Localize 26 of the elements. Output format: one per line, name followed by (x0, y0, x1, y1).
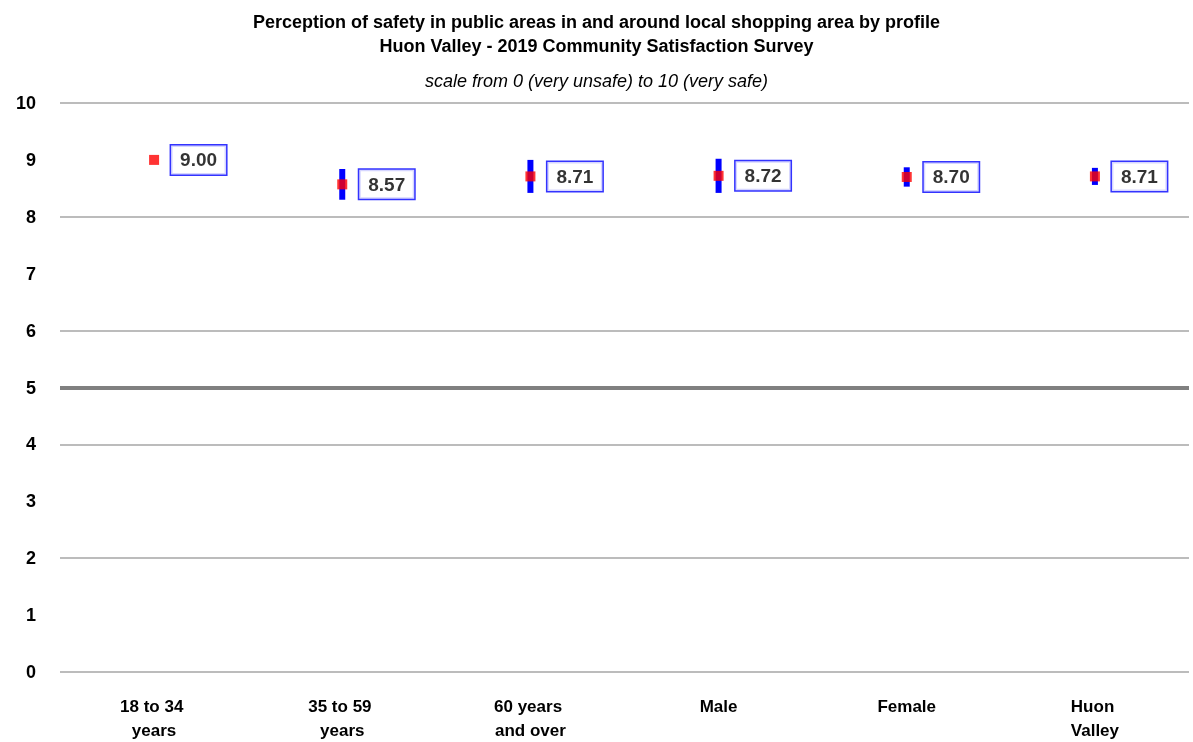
y-tick-label: 10 (15, 93, 36, 113)
y-tick-label: 3 (25, 491, 36, 512)
data-label: 9.00 (180, 149, 218, 171)
y-tick-label: 2 (25, 548, 36, 569)
y-tick-label: 5 (25, 377, 36, 398)
y-tick-label: 0 (25, 662, 36, 682)
x-tick-label: 35 to 59 years (308, 696, 377, 740)
y-tick-label: 8 (25, 206, 36, 227)
x-tick-label: 18 to 34 years (120, 696, 189, 740)
y-tick-label: 6 (25, 320, 36, 341)
x-tick-label: Male (699, 696, 738, 716)
chart-subtitle: Huon Valley - 2019 Community Satisfaction Survey (379, 36, 814, 56)
data-label: 8.57 (368, 173, 406, 195)
data-label: 8.70 (932, 166, 970, 188)
chart-title: Perception of safety in public areas in and around local shopping area by profile (252, 12, 941, 32)
y-tick-label: 4 (25, 434, 36, 455)
y-tick-label: 1 (25, 605, 36, 626)
x-tick-label: Huon Valley (1070, 696, 1120, 740)
x-tick-label: 60 years and over (494, 696, 567, 740)
text: scale from 0 (very unsafe) to 10 (very safe) (424, 71, 769, 91)
data-label: 8.72 (744, 165, 782, 187)
y-tick-label: 7 (25, 263, 36, 284)
data-label: 8.71 (1120, 165, 1159, 187)
data-label: 8.71 (556, 165, 594, 187)
y-tick-label: 9 (25, 149, 36, 170)
x-tick-label: Female (877, 696, 937, 716)
